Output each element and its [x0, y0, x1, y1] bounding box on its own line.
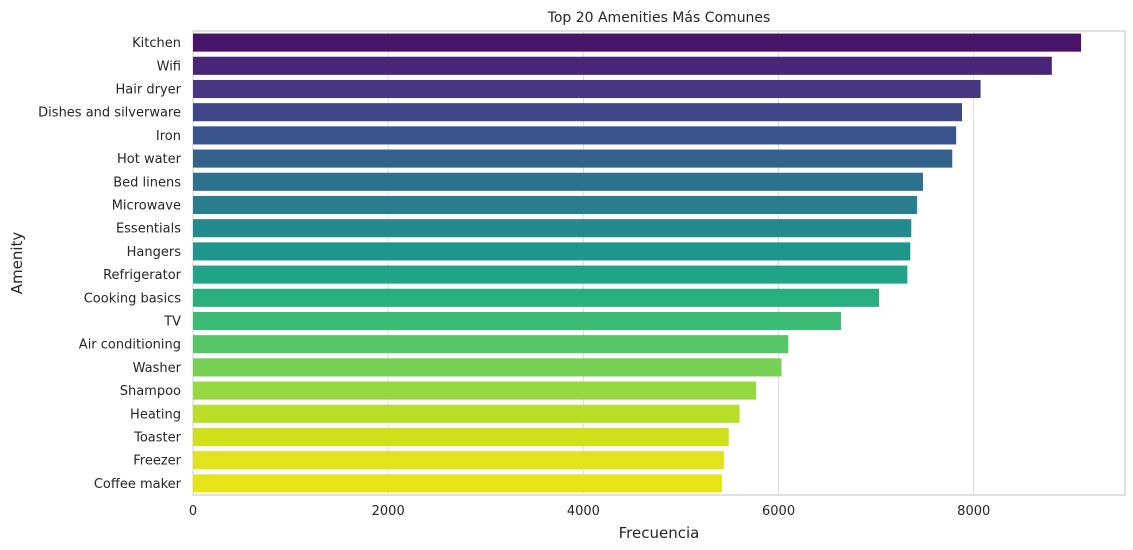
y-tick-label: Toaster [133, 431, 182, 446]
y-tick-label: Hangers [127, 245, 182, 260]
x-tick-label: 6000 [762, 504, 795, 519]
x-tick-label: 2000 [372, 504, 405, 519]
bar [193, 149, 953, 168]
y-tick-label: Coffee maker [94, 477, 182, 492]
bar [193, 427, 729, 447]
y-tick-label: Essentials [116, 222, 181, 237]
y-tick-label: Hair dryer [116, 83, 182, 98]
bar [193, 126, 957, 145]
y-tick-label: Iron [156, 129, 181, 144]
bars [193, 33, 1082, 493]
bar [193, 56, 1052, 75]
y-axis-title: Amenity [8, 232, 26, 295]
y-tick-label: Freezer [133, 454, 181, 469]
x-tick-label: 4000 [567, 504, 600, 519]
y-tick-label: Dishes and silverware [38, 106, 181, 121]
bar [193, 242, 911, 261]
y-tick-label: Hot water [117, 152, 182, 167]
y-tick-label: Shampoo [120, 384, 181, 399]
bar [193, 172, 923, 191]
bar [193, 33, 1082, 52]
bar [193, 404, 740, 423]
y-tick-label: TV [163, 315, 181, 330]
chart-title: Top 20 Amenities Más Comunes [547, 10, 771, 26]
bar [193, 335, 789, 354]
x-tick-labels: 0 2000 4000 6000 8000 [189, 504, 990, 519]
y-tick-labels: Kitchen Wifi Hair dryer Dishes and silverwa… [38, 36, 181, 492]
bar [193, 219, 912, 238]
bar [193, 103, 963, 122]
bar [193, 474, 722, 493]
y-tick-label: Cooking basics [84, 291, 181, 306]
y-tick-label: Washer [133, 361, 182, 376]
bar [193, 288, 880, 307]
bar [193, 451, 724, 470]
y-tick-label: Wifi [157, 59, 181, 74]
bar [193, 265, 908, 284]
y-tick-label: Kitchen [132, 36, 181, 51]
x-axis-title: Frecuencia [619, 524, 700, 542]
y-tick-label: Bed linens [113, 175, 181, 190]
y-tick-label: Refrigerator [103, 268, 182, 283]
bar [193, 79, 981, 99]
bar [193, 195, 918, 215]
bar [193, 381, 757, 400]
y-tick-label: Air conditioning [79, 338, 181, 353]
y-tick-label: Heating [130, 407, 181, 422]
bar [193, 358, 782, 377]
x-tick-label: 0 [189, 504, 197, 519]
bar [193, 311, 842, 331]
y-tick-label: Microwave [112, 199, 181, 214]
x-tick-label: 8000 [957, 504, 990, 519]
plot-area [192, 30, 1126, 496]
